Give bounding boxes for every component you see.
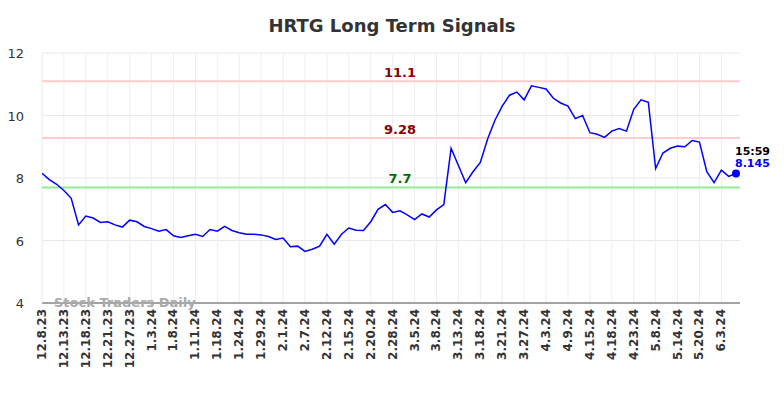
last-value: 8.145 [735, 157, 770, 170]
grid-line [655, 53, 656, 303]
grid-line [633, 53, 634, 303]
x-tick-label: 4.18.24 [605, 309, 619, 360]
x-tick-label: 3.5.24 [408, 309, 422, 352]
y-tick-label: 10 [7, 109, 24, 124]
grid-line [458, 53, 459, 303]
grid-line [195, 53, 196, 303]
x-tick-label: 12.8.23 [35, 309, 49, 360]
grid-line [502, 53, 503, 303]
x-tick-label: 3.21.24 [495, 309, 509, 360]
signal-line [42, 137, 740, 139]
background [0, 0, 784, 398]
x-tick-label: 12.21.23 [101, 309, 115, 368]
x-tick-label: 1.3.24 [145, 309, 159, 352]
grid-line [239, 53, 240, 303]
grid-line [589, 53, 590, 303]
grid-line [524, 53, 525, 303]
grid-line [721, 53, 722, 303]
grid-line [63, 53, 64, 303]
x-tick-label: 5.8.24 [649, 309, 663, 352]
x-tick-label: 2.12.24 [320, 309, 334, 360]
grid-line [85, 53, 86, 303]
y-tick-label: 4 [16, 296, 24, 311]
x-tick-label: 6.3.24 [714, 309, 728, 352]
x-tick-label: 3.8.24 [429, 309, 443, 352]
y-tick-label: 12 [7, 46, 24, 61]
grid-line [129, 53, 130, 303]
grid-line [326, 53, 327, 303]
x-tick-label: 12.13.23 [57, 309, 71, 368]
x-tick-label: 4.3.24 [539, 309, 553, 352]
signal-label: 11.1 [384, 65, 416, 80]
x-tick-label: 2.1.24 [276, 309, 290, 352]
title: HRTG Long Term Signals [268, 15, 515, 36]
grid-line [173, 53, 174, 303]
x-tick-label: 2.7.24 [298, 309, 312, 352]
x-tick-label: 1.8.24 [166, 309, 180, 352]
grid-line [42, 240, 740, 241]
last-point [732, 169, 740, 177]
grid-line [42, 53, 43, 303]
x-tick-label: 5.20.24 [692, 309, 706, 360]
signal-line [42, 186, 740, 188]
grid-line [677, 53, 678, 303]
grid-line [348, 53, 349, 303]
x-tick-label: 1.29.24 [254, 309, 268, 360]
x-tick-label: 3.27.24 [517, 309, 531, 360]
grid-line [42, 53, 740, 54]
grid-line [42, 115, 740, 116]
x-tick-label: 1.24.24 [232, 309, 246, 360]
x-tick-label: 4.23.24 [627, 309, 641, 360]
grid-line [151, 53, 152, 303]
x-tick-label: 5.14.24 [671, 309, 685, 360]
x-tick-label: 2.28.24 [386, 309, 400, 360]
plot-area [42, 86, 740, 252]
grid-line [414, 53, 415, 303]
grid-line [283, 53, 284, 303]
x-tick-label: 12.18.23 [79, 309, 93, 368]
y-tick-label: 6 [16, 234, 24, 249]
grid-line [304, 53, 305, 303]
x-tick-label: 4.9.24 [561, 309, 575, 352]
chart: HRTG Long Term Signals 4 6 8 10 12 12.8.23 12.1… [0, 0, 784, 398]
signal-line [42, 80, 740, 82]
grid-line [217, 53, 218, 303]
x-tick-label: 12.27.23 [123, 309, 137, 368]
grid-line [567, 53, 568, 303]
watermark: Stock Traders Daily [54, 295, 196, 310]
grid-line [107, 53, 108, 303]
price-line [42, 86, 736, 252]
grid-line [370, 53, 371, 303]
grid-line [480, 53, 481, 303]
grid-line [261, 53, 262, 303]
x-tick-label: 2.20.24 [364, 309, 378, 360]
x-tick-label: 1.11.24 [188, 309, 202, 360]
y-axis [42, 53, 43, 303]
grid-line [611, 53, 612, 303]
x-tick-label: 3.18.24 [473, 309, 487, 360]
x-tick-label: 3.13.24 [451, 309, 465, 360]
x-tick-label: 2.15.24 [342, 309, 356, 360]
grid-line [699, 53, 700, 303]
x-tick-label: 4.15.24 [583, 309, 597, 360]
x-tick-label: 1.18.24 [210, 309, 224, 360]
signal-label: 9.28 [384, 122, 416, 137]
y-tick-label: 8 [16, 171, 24, 186]
signal-label: 7.7 [388, 171, 411, 186]
grid-line [436, 53, 437, 303]
